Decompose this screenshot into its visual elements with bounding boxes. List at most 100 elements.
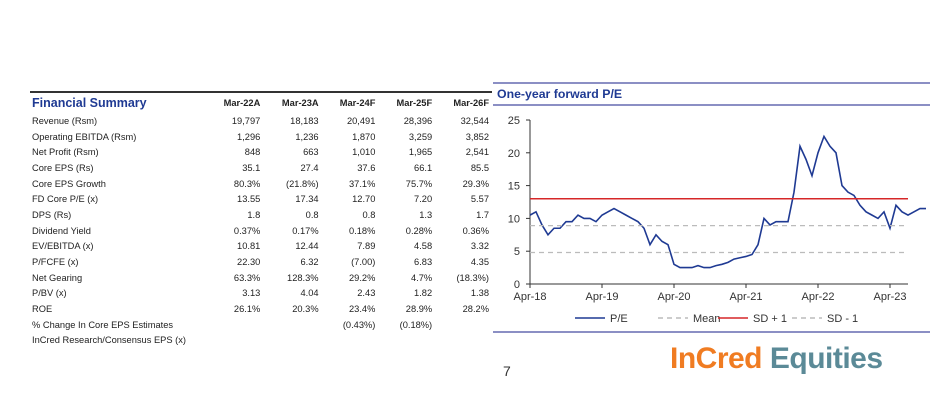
row-label: P/BV (x)	[32, 288, 67, 299]
table-cell	[322, 333, 379, 349]
table-row: % Change In Core EPS Estimates (0.43%) (0.…	[30, 317, 492, 333]
table-cell: 6.83	[414, 257, 433, 268]
table-cell	[205, 317, 263, 333]
y-tick-label: 25	[508, 115, 520, 127]
table-row: EV/EBITDA (x) 10.81 12.44 7.89 4.58 3.32	[30, 239, 492, 255]
table-cell: 66.1	[414, 162, 433, 173]
y-tick-label: 10	[508, 213, 520, 225]
legend-label: SD - 1	[827, 313, 858, 325]
row-label: Core EPS (Rs)	[32, 162, 94, 173]
table-cell: 0.37%	[233, 225, 261, 236]
column-header: Mar-26F	[435, 91, 492, 113]
table-cell: 1.38	[470, 288, 489, 299]
table-cell: 3.13	[242, 288, 261, 299]
y-tick-label: 15	[508, 181, 520, 193]
table-cell: 1,965	[408, 147, 433, 158]
table-cell	[378, 333, 435, 349]
table-row: Core EPS (Rs) 35.1 27.4 37.6 66.1 85.5	[30, 160, 492, 176]
table-cell	[435, 317, 492, 333]
table-cell: 28,396	[403, 115, 433, 126]
table-cell: 4.04	[300, 288, 319, 299]
table-cell: 1.82	[414, 288, 433, 299]
table-cell: 7.20	[414, 194, 433, 205]
table-cell: 663	[303, 147, 319, 158]
table-cell: 6.32	[300, 257, 319, 268]
table-cell: 19,797	[231, 115, 261, 126]
y-tick-label: 20	[508, 148, 520, 160]
table-cell: 28.2%	[462, 304, 489, 315]
incred-equities-logo: InCred Equities	[670, 342, 883, 375]
table-cell: 22.30	[237, 257, 261, 268]
y-tick-label: 0	[514, 279, 520, 291]
table-cell: 1.8	[247, 209, 261, 220]
x-tick-label: Apr-18	[513, 291, 546, 303]
x-tick-label: Apr-22	[801, 291, 834, 303]
table-cell: 29.3%	[462, 178, 489, 189]
row-label: P/FCFE (x)	[32, 257, 79, 268]
x-tick-label: Apr-20	[657, 291, 690, 303]
table-cell: 2.43	[357, 288, 376, 299]
table-cell	[435, 333, 492, 349]
table-cell: 5.57	[470, 194, 489, 205]
table-cell	[205, 333, 263, 349]
y-tick-label: 5	[514, 246, 520, 258]
legend-label: SD + 1	[753, 313, 787, 325]
table-cell: 27.4	[300, 162, 319, 173]
table-cell	[263, 317, 321, 333]
chart-title-rule	[493, 104, 930, 106]
table-cell: (0.18%)	[399, 319, 433, 330]
table-cell: 23.4%	[349, 304, 376, 315]
column-header: Mar-25F	[378, 91, 436, 113]
table-row: Dividend Yield 0.37% 0.17% 0.18% 0.28% 0.36%	[30, 223, 492, 239]
row-label: EV/EBITDA (x)	[32, 241, 94, 252]
table-cell: 0.8	[305, 209, 319, 220]
row-label: Net Profit (Rsm)	[32, 147, 99, 158]
table-cell: 13.55	[237, 194, 261, 205]
legend-label: Mean	[693, 313, 721, 325]
table-row: InCred Research/Consensus EPS (x)	[30, 333, 492, 349]
table-row: Core EPS Growth 80.3% (21.8%) 37.1% 75.7% 29.…	[30, 176, 492, 192]
table-cell: (7.00)	[351, 257, 376, 268]
column-header: Mar-23A	[263, 91, 322, 113]
row-label: Operating EBITDA (Rsm)	[32, 131, 137, 142]
table-cell: 26.1%	[233, 304, 261, 315]
table-cell: 0.28%	[405, 225, 433, 236]
table-cell: 29.2%	[349, 272, 376, 283]
table-cell: 0.8	[362, 209, 376, 220]
x-tick-label: Apr-21	[729, 291, 762, 303]
table-cell	[263, 333, 321, 349]
row-label: FD Core P/E (x)	[32, 194, 99, 205]
table-cell: 80.3%	[233, 178, 261, 189]
table-cell: (18.3%)	[456, 272, 489, 283]
table-row: P/BV (x) 3.13 4.04 2.43 1.82 1.38	[30, 286, 492, 302]
table-cell: 0.17%	[292, 225, 319, 236]
table-row: P/FCFE (x) 22.30 6.32 (7.00) 6.83 4.35	[30, 254, 492, 270]
table-cell: 37.1%	[349, 178, 376, 189]
table-cell: 10.81	[237, 241, 261, 252]
table-cell: 63.3%	[233, 272, 261, 283]
table-cell: 1.7	[476, 209, 489, 220]
table-cell: 1,296	[237, 131, 261, 142]
table-cell: 12.44	[295, 241, 319, 252]
row-label: ROE	[32, 304, 53, 315]
row-label: DPS (Rs)	[32, 209, 72, 220]
table-cell: 32,544	[460, 115, 489, 126]
table-row: Net Profit (Rsm) 848 663 1,010 1,965 2,541	[30, 144, 492, 160]
series-line-pe	[529, 134, 926, 269]
table-cell: 128.3%	[287, 272, 319, 283]
column-header: Mar-22A	[205, 91, 264, 113]
table-cell: 1.3	[419, 209, 433, 220]
table-cell: 18,183	[290, 115, 319, 126]
table-cell: 20.3%	[292, 304, 319, 315]
row-label: Core EPS Growth	[32, 178, 106, 189]
table-row: DPS (Rs) 1.8 0.8 0.8 1.3 1.7	[30, 207, 492, 223]
table-row: Operating EBITDA (Rsm) 1,296 1,236 1,870 3,2…	[30, 129, 492, 145]
x-tick-label: Apr-23	[873, 291, 906, 303]
table-row: Net Gearing 63.3% 128.3% 29.2% 4.7% (18.3%)	[30, 270, 492, 286]
table-cell: 20,491	[346, 115, 376, 126]
x-tick-label: Apr-19	[585, 291, 618, 303]
table-cell: 0.36%	[462, 225, 489, 236]
table-cell: 17.34	[295, 194, 319, 205]
table-row: Revenue (Rsm) 19,797 18,183 20,491 28,396 32,…	[30, 113, 492, 129]
legend-label: P/E	[610, 313, 628, 325]
